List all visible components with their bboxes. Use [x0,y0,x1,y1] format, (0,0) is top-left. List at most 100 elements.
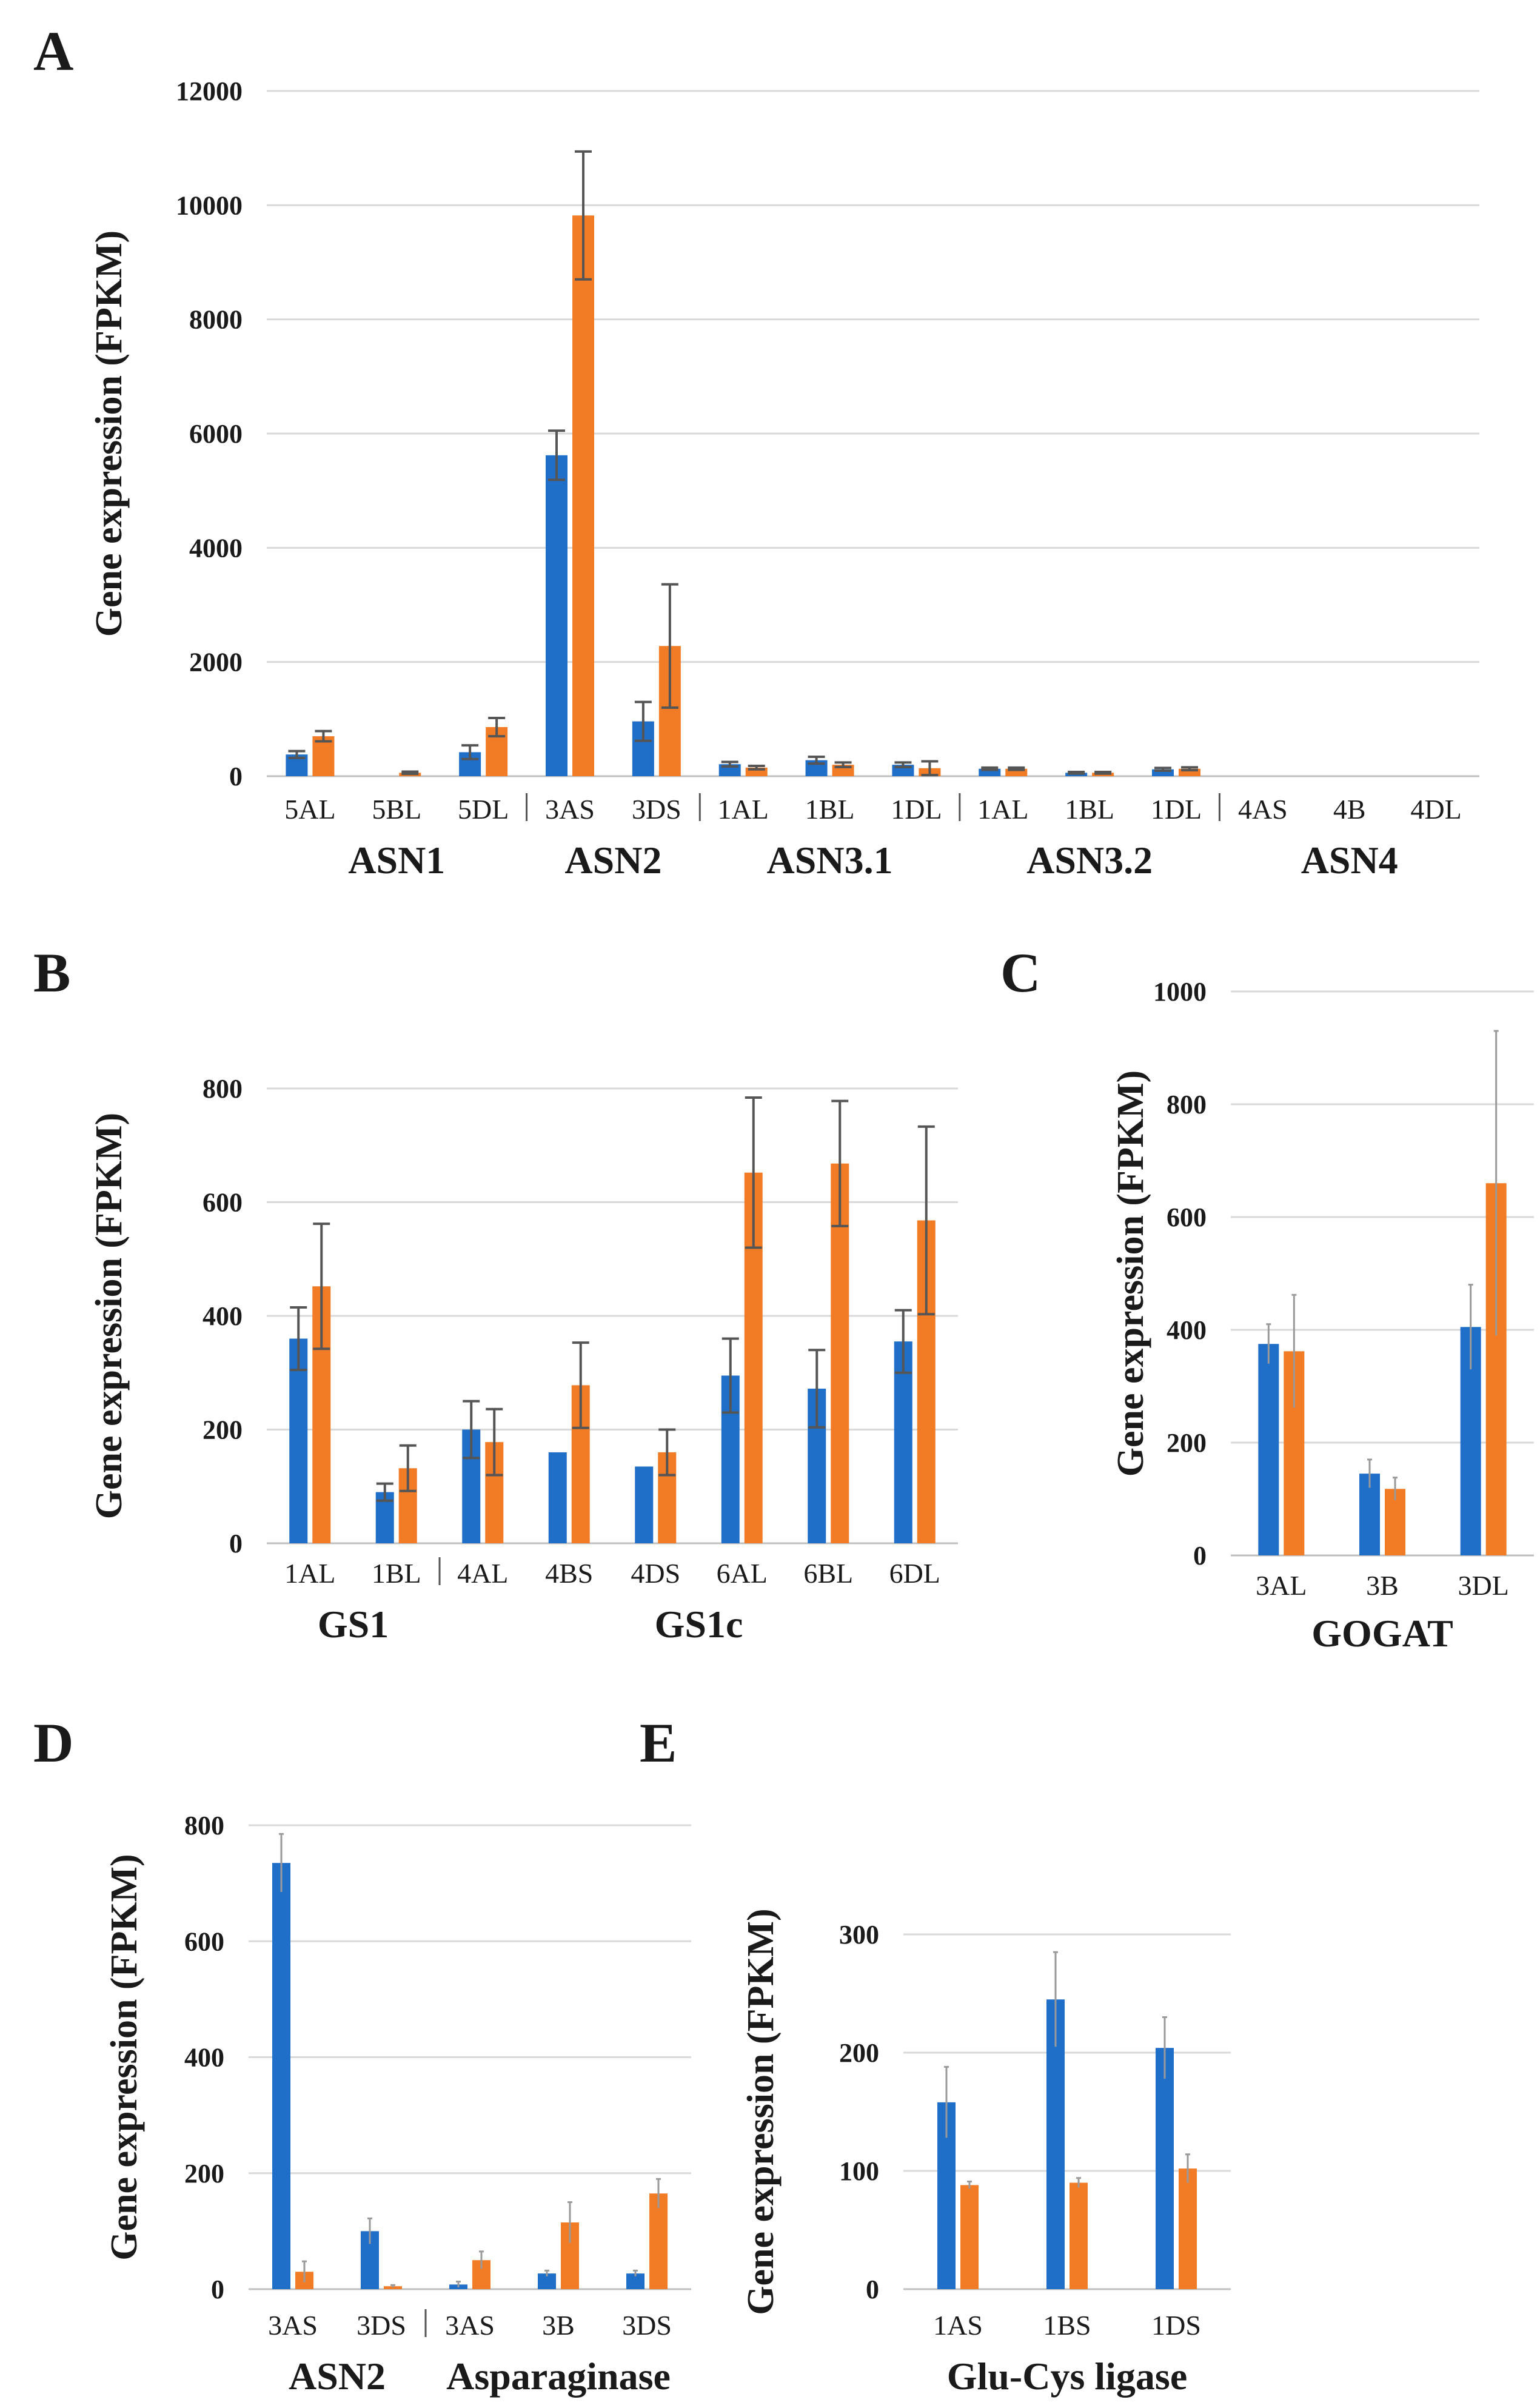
x-tick-label: 5DL [458,794,509,825]
bar-series-1 [1152,769,1174,776]
y-tick-label: 200 [184,2159,224,2188]
x-tick-label: 6AL [717,1558,768,1589]
bar-series-2 [384,2286,402,2289]
bar-series-1 [894,1341,912,1543]
y-tick-label: 600 [184,1927,224,1956]
y-tick-label: 600 [203,1188,243,1218]
chart-panel-b: B 0 200 400 600 800 Gene expression (FPKM) 1AL 1… [33,942,958,1646]
x-tick-label: 4AL [457,1558,508,1589]
x-tick-label: 3B [542,2310,575,2341]
y-tick-label: 0 [211,2275,224,2304]
bar-series-1 [635,1466,654,1543]
x-tick-label: 1BS [1043,2310,1091,2341]
group-label: ASN3.2 [1026,839,1153,882]
x-tick-label: 6BL [803,1558,853,1589]
bar-series-2 [1070,2182,1088,2289]
x-tick-label: 1AS [933,2310,983,2341]
y-tick-label: 400 [203,1301,243,1331]
x-tick-label: 4AS [1238,794,1288,825]
x-tick-label: 1BL [805,794,855,825]
y-tick-label: 0 [866,2275,879,2304]
y-tick-label: 800 [203,1074,243,1104]
y-axis-label: Gene expression (FPKM) [104,1854,145,2260]
y-tick-label: 200 [1167,1428,1207,1458]
x-tick-label: 5BL [372,794,421,825]
group-label: ASN4 [1301,839,1398,882]
x-tick-label: 3AS [268,2310,318,2341]
x-tick-label: 3AS [445,2310,495,2341]
panel-letter: E [640,1712,677,1774]
y-tick-label: 1000 [1153,977,1207,1007]
bar-series-1 [1046,1999,1065,2289]
x-tick-label: 6DL [889,1558,940,1589]
group-label: GOGAT [1311,1612,1453,1655]
group-label: ASN3.1 [767,839,893,882]
y-tick-label: 100 [839,2156,879,2186]
bar-series-2 [1179,2168,1197,2289]
x-tick-label: 1AL [718,794,769,825]
y-axis-label: Gene expression (FPKM) [89,1113,130,1519]
x-tick-label: 3B [1366,1570,1399,1601]
group-label: GS1c [655,1603,743,1646]
chart-panel-e: E 0 100 200 300 Gene expression (FPKM) 1AS 1BS 1… [640,1712,1231,2398]
group-label: GS1 [318,1603,389,1646]
bar-series-2 [649,2193,668,2289]
x-tick-label: 4BS [545,1558,593,1589]
y-tick-label: 800 [1167,1090,1207,1119]
y-axis-label: Gene expression (FPKM) [89,230,130,637]
y-tick-label: 400 [184,2043,224,2073]
y-tick-label: 200 [839,2038,879,2068]
x-tick-label: 3DS [622,2310,672,2341]
group-label: ASN2 [289,2355,386,2398]
y-tick-label: 0 [1193,1541,1207,1571]
x-tick-label: 5AL [284,794,335,825]
x-tick-label: 3AL [1256,1570,1307,1601]
x-tick-label: 1DS [1151,2310,1201,2341]
y-tick-label: 0 [229,1529,243,1558]
y-tick-label: 400 [1167,1315,1207,1345]
x-tick-label: 3DS [632,794,681,825]
panel-letter: A [33,20,73,82]
x-tick-label: 1DL [1151,794,1202,825]
panel-letter: D [33,1712,73,1774]
group-label: ASN2 [564,839,661,882]
y-tick-label: 2000 [189,648,243,677]
bar-series-2 [960,2185,979,2289]
y-axis-label: Gene expression (FPKM) [1110,1070,1151,1477]
x-tick-label: 3DL [1458,1570,1509,1601]
y-tick-label: 300 [839,1920,879,1950]
x-tick-label: 1AL [977,794,1028,825]
bar-series-1 [546,455,567,776]
bar-series-1 [548,1452,567,1543]
y-tick-label: 600 [1167,1202,1207,1232]
y-tick-label: 8000 [189,305,243,335]
x-tick-label: 1BL [1065,794,1114,825]
y-tick-label: 4000 [189,533,243,563]
bar-series-1 [1258,1344,1279,1555]
bar-series-2 [312,736,335,776]
y-tick-label: 6000 [189,419,243,449]
chart-panel-d: D 0 200 400 600 800 Gene expression (FPKM) 3AS 3… [33,1712,691,2398]
y-tick-label: 0 [229,762,243,791]
x-tick-label: 4DL [1410,794,1461,825]
bar-series-2 [572,215,594,776]
group-label: Asparaginase [446,2355,671,2398]
bar-series-1 [289,1338,308,1543]
y-tick-label: 800 [184,1811,224,1840]
chart-panel-a: A 0 2000 4000 6000 8000 10000 12000 Gene express… [33,20,1479,882]
bar-series-1 [1156,2048,1174,2289]
x-tick-label: 4B [1333,794,1366,825]
bar-series-1 [272,1863,290,2289]
y-tick-label: 12000 [176,76,243,106]
x-tick-label: 1AL [284,1558,335,1589]
group-label: ASN1 [348,839,445,882]
x-tick-label: 3DS [357,2310,406,2341]
y-tick-label: 200 [203,1415,243,1445]
panel-letter: B [33,942,70,1004]
x-tick-label: 1DL [891,794,942,825]
group-label: Glu-Cys ligase [947,2355,1187,2398]
x-tick-label: 1BL [372,1558,421,1589]
y-tick-label: 10000 [176,190,243,220]
x-tick-label: 3AS [545,794,595,825]
